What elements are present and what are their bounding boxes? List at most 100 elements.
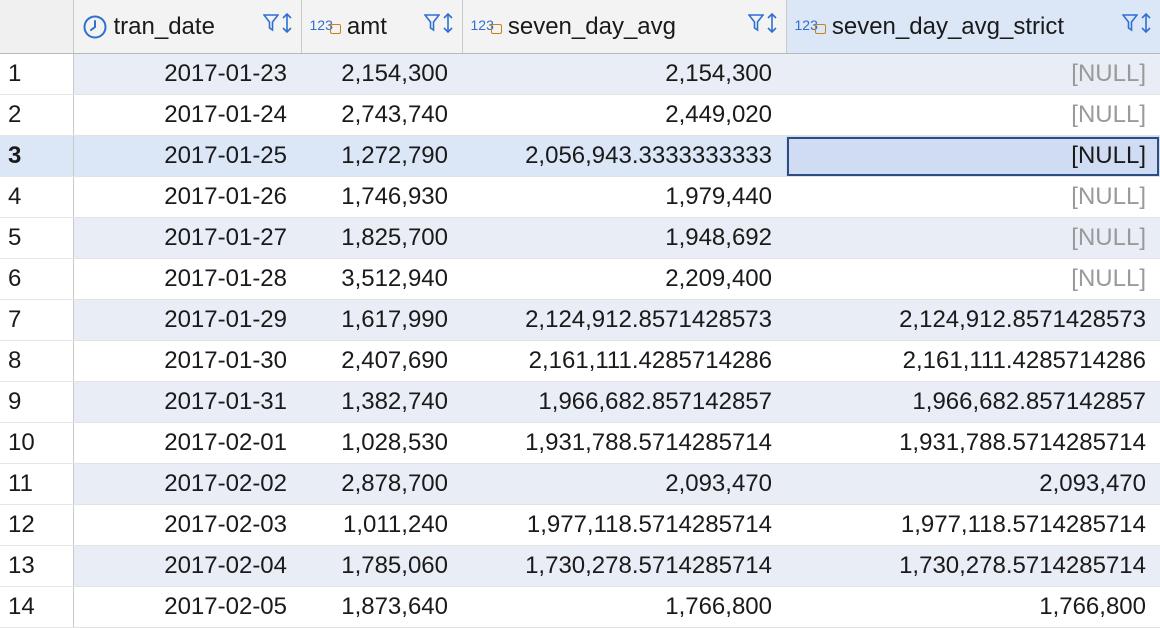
cell-seven-day-avg-strict[interactable]: 2,124,912.8571428573 <box>786 299 1160 341</box>
cell-seven-day-avg[interactable]: 2,161,111.4285714286 <box>462 340 786 382</box>
cell-seven-day-avg[interactable]: 1,931,788.5714285714 <box>462 422 786 464</box>
numeric-lock-icon: 123 <box>310 17 341 35</box>
cell-tran-date[interactable]: 2017-01-30 <box>73 340 301 382</box>
row-number[interactable]: 10 <box>0 422 74 464</box>
cell-seven-day-avg-strict[interactable]: 1,966,682.857142857 <box>786 381 1160 423</box>
row-number[interactable]: 8 <box>0 340 74 382</box>
column-header-amt[interactable]: 123 amt <box>301 0 463 54</box>
table-row[interactable]: 3 2017-01-25 1,272,790 2,056,943.3333333333… <box>0 135 1160 177</box>
sort-arrows-icon[interactable] <box>281 12 293 41</box>
cell-tran-date[interactable]: 2017-02-02 <box>73 463 301 505</box>
cell-seven-day-avg[interactable]: 2,056,943.3333333333 <box>462 135 786 177</box>
cell-tran-date[interactable]: 2017-01-28 <box>73 258 301 300</box>
table-row[interactable]: 4 2017-01-26 1,746,930 1,979,440 [NULL] <box>0 176 1160 218</box>
cell-amt[interactable]: 2,743,740 <box>301 94 462 136</box>
row-number[interactable]: 11 <box>0 463 74 505</box>
select-all-corner[interactable] <box>0 0 74 54</box>
table-row[interactable]: 2 2017-01-24 2,743,740 2,449,020 [NULL] <box>0 94 1160 136</box>
column-header-seven-day-avg[interactable]: 123 seven_day_avg <box>462 0 787 54</box>
column-header-seven-day-avg-strict[interactable]: 123 seven_day_avg_strict <box>786 0 1160 54</box>
cell-tran-date[interactable]: 2017-01-29 <box>73 299 301 341</box>
cell-amt[interactable]: 3,512,940 <box>301 258 462 300</box>
sort-arrows-icon[interactable] <box>1140 12 1152 41</box>
table-row[interactable]: 10 2017-02-01 1,028,530 1,931,788.571428571… <box>0 422 1160 464</box>
cell-seven-day-avg[interactable]: 1,948,692 <box>462 217 786 259</box>
cell-amt[interactable]: 2,878,700 <box>301 463 462 505</box>
cell-seven-day-avg-strict[interactable]: 1,977,118.5714285714 <box>786 504 1160 546</box>
row-number[interactable]: 5 <box>0 217 74 259</box>
sort-arrows-icon[interactable] <box>766 12 778 41</box>
filter-icon[interactable] <box>422 12 441 41</box>
cell-seven-day-avg[interactable]: 2,209,400 <box>462 258 786 300</box>
cell-tran-date[interactable]: 2017-01-25 <box>73 135 301 177</box>
column-header-tran-date[interactable]: tran_date <box>73 0 302 54</box>
sort-arrows-icon[interactable] <box>442 12 454 41</box>
row-number[interactable]: 7 <box>0 299 74 341</box>
filter-icon[interactable] <box>261 12 280 41</box>
table-row[interactable]: 7 2017-01-29 1,617,990 2,124,912.8571428573… <box>0 299 1160 341</box>
cell-tran-date[interactable]: 2017-01-27 <box>73 217 301 259</box>
cell-seven-day-avg-strict[interactable]: [NULL] <box>786 135 1160 177</box>
cell-tran-date[interactable]: 2017-01-26 <box>73 176 301 218</box>
table-row[interactable]: 9 2017-01-31 1,382,740 1,966,682.857142857 1… <box>0 381 1160 423</box>
cell-seven-day-avg-strict[interactable]: 1,766,800 <box>786 586 1160 628</box>
cell-tran-date[interactable]: 2017-01-31 <box>73 381 301 423</box>
cell-amt[interactable]: 1,785,060 <box>301 545 462 587</box>
cell-amt[interactable]: 2,407,690 <box>301 340 462 382</box>
table-row[interactable]: 5 2017-01-27 1,825,700 1,948,692 [NULL] <box>0 217 1160 259</box>
cell-seven-day-avg-strict[interactable]: 1,931,788.5714285714 <box>786 422 1160 464</box>
cell-seven-day-avg[interactable]: 1,730,278.5714285714 <box>462 545 786 587</box>
cell-amt[interactable]: 1,746,930 <box>301 176 462 218</box>
row-number[interactable]: 14 <box>0 586 74 628</box>
table-row[interactable]: 6 2017-01-28 3,512,940 2,209,400 [NULL] <box>0 258 1160 300</box>
cell-seven-day-avg-strict[interactable]: [NULL] <box>786 94 1160 136</box>
cell-seven-day-avg-strict[interactable]: [NULL] <box>786 258 1160 300</box>
row-number[interactable]: 4 <box>0 176 74 218</box>
filter-icon[interactable] <box>1120 12 1139 41</box>
row-number[interactable]: 9 <box>0 381 74 423</box>
cell-tran-date[interactable]: 2017-01-23 <box>73 53 301 95</box>
row-number[interactable]: 3 <box>0 135 74 177</box>
row-number[interactable]: 2 <box>0 94 74 136</box>
cell-tran-date[interactable]: 2017-01-24 <box>73 94 301 136</box>
cell-amt[interactable]: 2,154,300 <box>301 53 462 95</box>
cell-seven-day-avg[interactable]: 1,977,118.5714285714 <box>462 504 786 546</box>
cell-amt[interactable]: 1,825,700 <box>301 217 462 259</box>
cell-tran-date[interactable]: 2017-02-03 <box>73 504 301 546</box>
filter-icon[interactable] <box>746 12 765 41</box>
cell-seven-day-avg[interactable]: 1,979,440 <box>462 176 786 218</box>
cell-seven-day-avg[interactable]: 2,154,300 <box>462 53 786 95</box>
cell-seven-day-avg-strict[interactable]: 1,730,278.5714285714 <box>786 545 1160 587</box>
row-number[interactable]: 12 <box>0 504 74 546</box>
cell-amt[interactable]: 1,382,740 <box>301 381 462 423</box>
table-row[interactable]: 14 2017-02-05 1,873,640 1,766,800 1,766,800 <box>0 586 1160 628</box>
cell-seven-day-avg[interactable]: 1,766,800 <box>462 586 786 628</box>
table-row[interactable]: 1 2017-01-23 2,154,300 2,154,300 [NULL] <box>0 53 1160 95</box>
cell-seven-day-avg[interactable]: 2,093,470 <box>462 463 786 505</box>
cell-amt[interactable]: 1,028,530 <box>301 422 462 464</box>
cell-seven-day-avg[interactable]: 1,966,682.857142857 <box>462 381 786 423</box>
cell-tran-date[interactable]: 2017-02-05 <box>73 586 301 628</box>
cell-seven-day-avg-strict[interactable]: 2,161,111.4285714286 <box>786 340 1160 382</box>
table-row[interactable]: 8 2017-01-30 2,407,690 2,161,111.4285714286… <box>0 340 1160 382</box>
cell-seven-day-avg-strict[interactable]: 2,093,470 <box>786 463 1160 505</box>
cell-amt[interactable]: 1,272,790 <box>301 135 462 177</box>
table-row[interactable]: 13 2017-02-04 1,785,060 1,730,278.571428571… <box>0 545 1160 587</box>
row-number[interactable]: 13 <box>0 545 74 587</box>
table-row[interactable]: 11 2017-02-02 2,878,700 2,093,470 2,093,470 <box>0 463 1160 505</box>
row-number[interactable]: 6 <box>0 258 74 300</box>
cell-seven-day-avg[interactable]: 2,449,020 <box>462 94 786 136</box>
cell-tran-date[interactable]: 2017-02-01 <box>73 422 301 464</box>
cell-seven-day-avg-strict[interactable]: [NULL] <box>786 53 1160 95</box>
cell-seven-day-avg-strict[interactable]: [NULL] <box>786 217 1160 259</box>
table-row[interactable]: 12 2017-02-03 1,011,240 1,977,118.571428571… <box>0 504 1160 546</box>
cell-amt[interactable]: 1,011,240 <box>301 504 462 546</box>
row-number[interactable]: 1 <box>0 53 74 95</box>
cell-seven-day-avg[interactable]: 2,124,912.8571428573 <box>462 299 786 341</box>
cell-tran-date[interactable]: 2017-02-04 <box>73 545 301 587</box>
cell-amt[interactable]: 1,873,640 <box>301 586 462 628</box>
cell-seven-day-avg-strict[interactable]: [NULL] <box>786 176 1160 218</box>
cell-amt[interactable]: 1,617,990 <box>301 299 462 341</box>
